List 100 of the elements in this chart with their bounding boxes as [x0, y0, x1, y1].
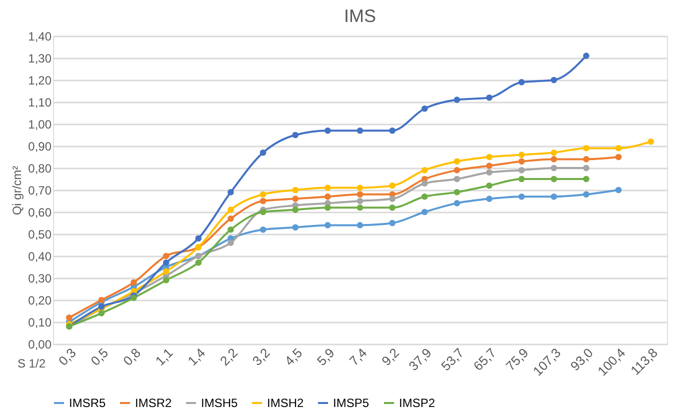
point	[389, 196, 396, 202]
y-tick-label: 1,30	[28, 52, 52, 66]
point	[550, 156, 558, 162]
y-tick-label: 0,40	[28, 250, 52, 264]
point	[356, 222, 364, 228]
legend-label: IMSH5	[201, 396, 238, 410]
x-tick-label: 7,4	[346, 345, 370, 368]
point	[324, 127, 331, 134]
point	[486, 196, 492, 202]
point	[518, 79, 525, 86]
point	[324, 204, 331, 211]
point	[583, 52, 590, 59]
y-tick-label: 1,20	[28, 74, 52, 88]
x-tick-label: 3,2	[249, 345, 273, 368]
point	[66, 314, 72, 321]
x-axis-title: S 1/2	[17, 356, 46, 370]
point	[98, 310, 105, 316]
point	[421, 105, 428, 112]
x-tick-label: 0,3	[55, 345, 79, 368]
point	[260, 226, 266, 233]
point	[228, 240, 234, 246]
point	[98, 303, 105, 310]
point	[486, 162, 492, 169]
point	[550, 76, 558, 84]
point	[583, 164, 590, 172]
point	[550, 176, 558, 182]
y-tick-label: 0,70	[28, 184, 52, 198]
point	[260, 149, 266, 156]
y-axis-title: Qi gr/cm²	[10, 166, 24, 216]
point	[648, 138, 654, 145]
point	[162, 268, 170, 275]
x-tick-label: 2,2	[217, 345, 240, 368]
point	[324, 184, 331, 191]
point	[292, 196, 299, 202]
point	[583, 191, 590, 198]
point	[421, 193, 428, 200]
y-tick-label: 1,10	[28, 96, 52, 110]
point	[356, 191, 364, 198]
point	[518, 176, 525, 182]
point	[162, 252, 170, 260]
y-tick-label: 0,50	[28, 228, 52, 242]
x-tick-label: 1,1	[152, 345, 176, 368]
point	[421, 167, 428, 174]
point	[421, 180, 428, 187]
point	[518, 167, 525, 174]
point	[356, 184, 364, 191]
point	[292, 206, 299, 213]
point	[98, 296, 105, 304]
point	[454, 96, 460, 103]
point	[486, 169, 492, 176]
x-tick-label: 0,8	[120, 345, 144, 368]
y-tick-label: 0,00	[28, 338, 52, 352]
point	[292, 186, 299, 194]
point	[486, 182, 492, 189]
point	[583, 156, 590, 162]
x-tick-label: 0,5	[88, 345, 112, 368]
point	[260, 208, 266, 216]
point	[583, 176, 590, 182]
point	[324, 193, 331, 200]
point	[292, 132, 299, 138]
y-tick-label: 0,80	[28, 162, 52, 176]
legend-label: IMSH2	[267, 396, 304, 410]
y-tick-label: 0,20	[28, 294, 52, 308]
point	[550, 193, 558, 200]
point	[260, 191, 266, 198]
point	[454, 158, 460, 165]
point	[454, 200, 460, 206]
x-tick-label: 5,9	[314, 345, 338, 368]
legend-label: IMSR2	[135, 396, 172, 410]
y-tick-label: 0,10	[28, 316, 52, 330]
y-tick-label: 0,60	[28, 206, 52, 220]
point	[130, 279, 137, 286]
point	[518, 193, 525, 200]
y-tick-label: 0,30	[28, 272, 52, 286]
point	[389, 182, 396, 189]
x-tick-label: 75,9	[502, 345, 532, 374]
point	[486, 154, 492, 160]
y-tick-label: 0,90	[28, 140, 52, 154]
x-tick-label: 37,9	[406, 345, 434, 374]
legend-label: IMSR5	[69, 396, 106, 410]
point	[356, 127, 364, 134]
point	[324, 222, 331, 228]
point	[356, 204, 364, 211]
point	[454, 176, 460, 182]
point	[518, 152, 525, 158]
point	[615, 154, 622, 160]
legend-label: IMSP2	[399, 396, 436, 410]
point	[228, 215, 234, 222]
y-tick-label: 1,00	[28, 118, 52, 132]
x-tick-label: 1,4	[184, 345, 208, 368]
point	[356, 198, 364, 204]
point	[583, 145, 590, 152]
point	[389, 204, 396, 211]
x-tick-label: 4,5	[282, 345, 306, 368]
x-tick-label: 93,0	[567, 345, 596, 374]
legend-label: IMSP5	[333, 396, 370, 410]
point	[615, 145, 622, 152]
point	[518, 158, 525, 165]
point	[292, 224, 299, 231]
point	[228, 189, 234, 196]
